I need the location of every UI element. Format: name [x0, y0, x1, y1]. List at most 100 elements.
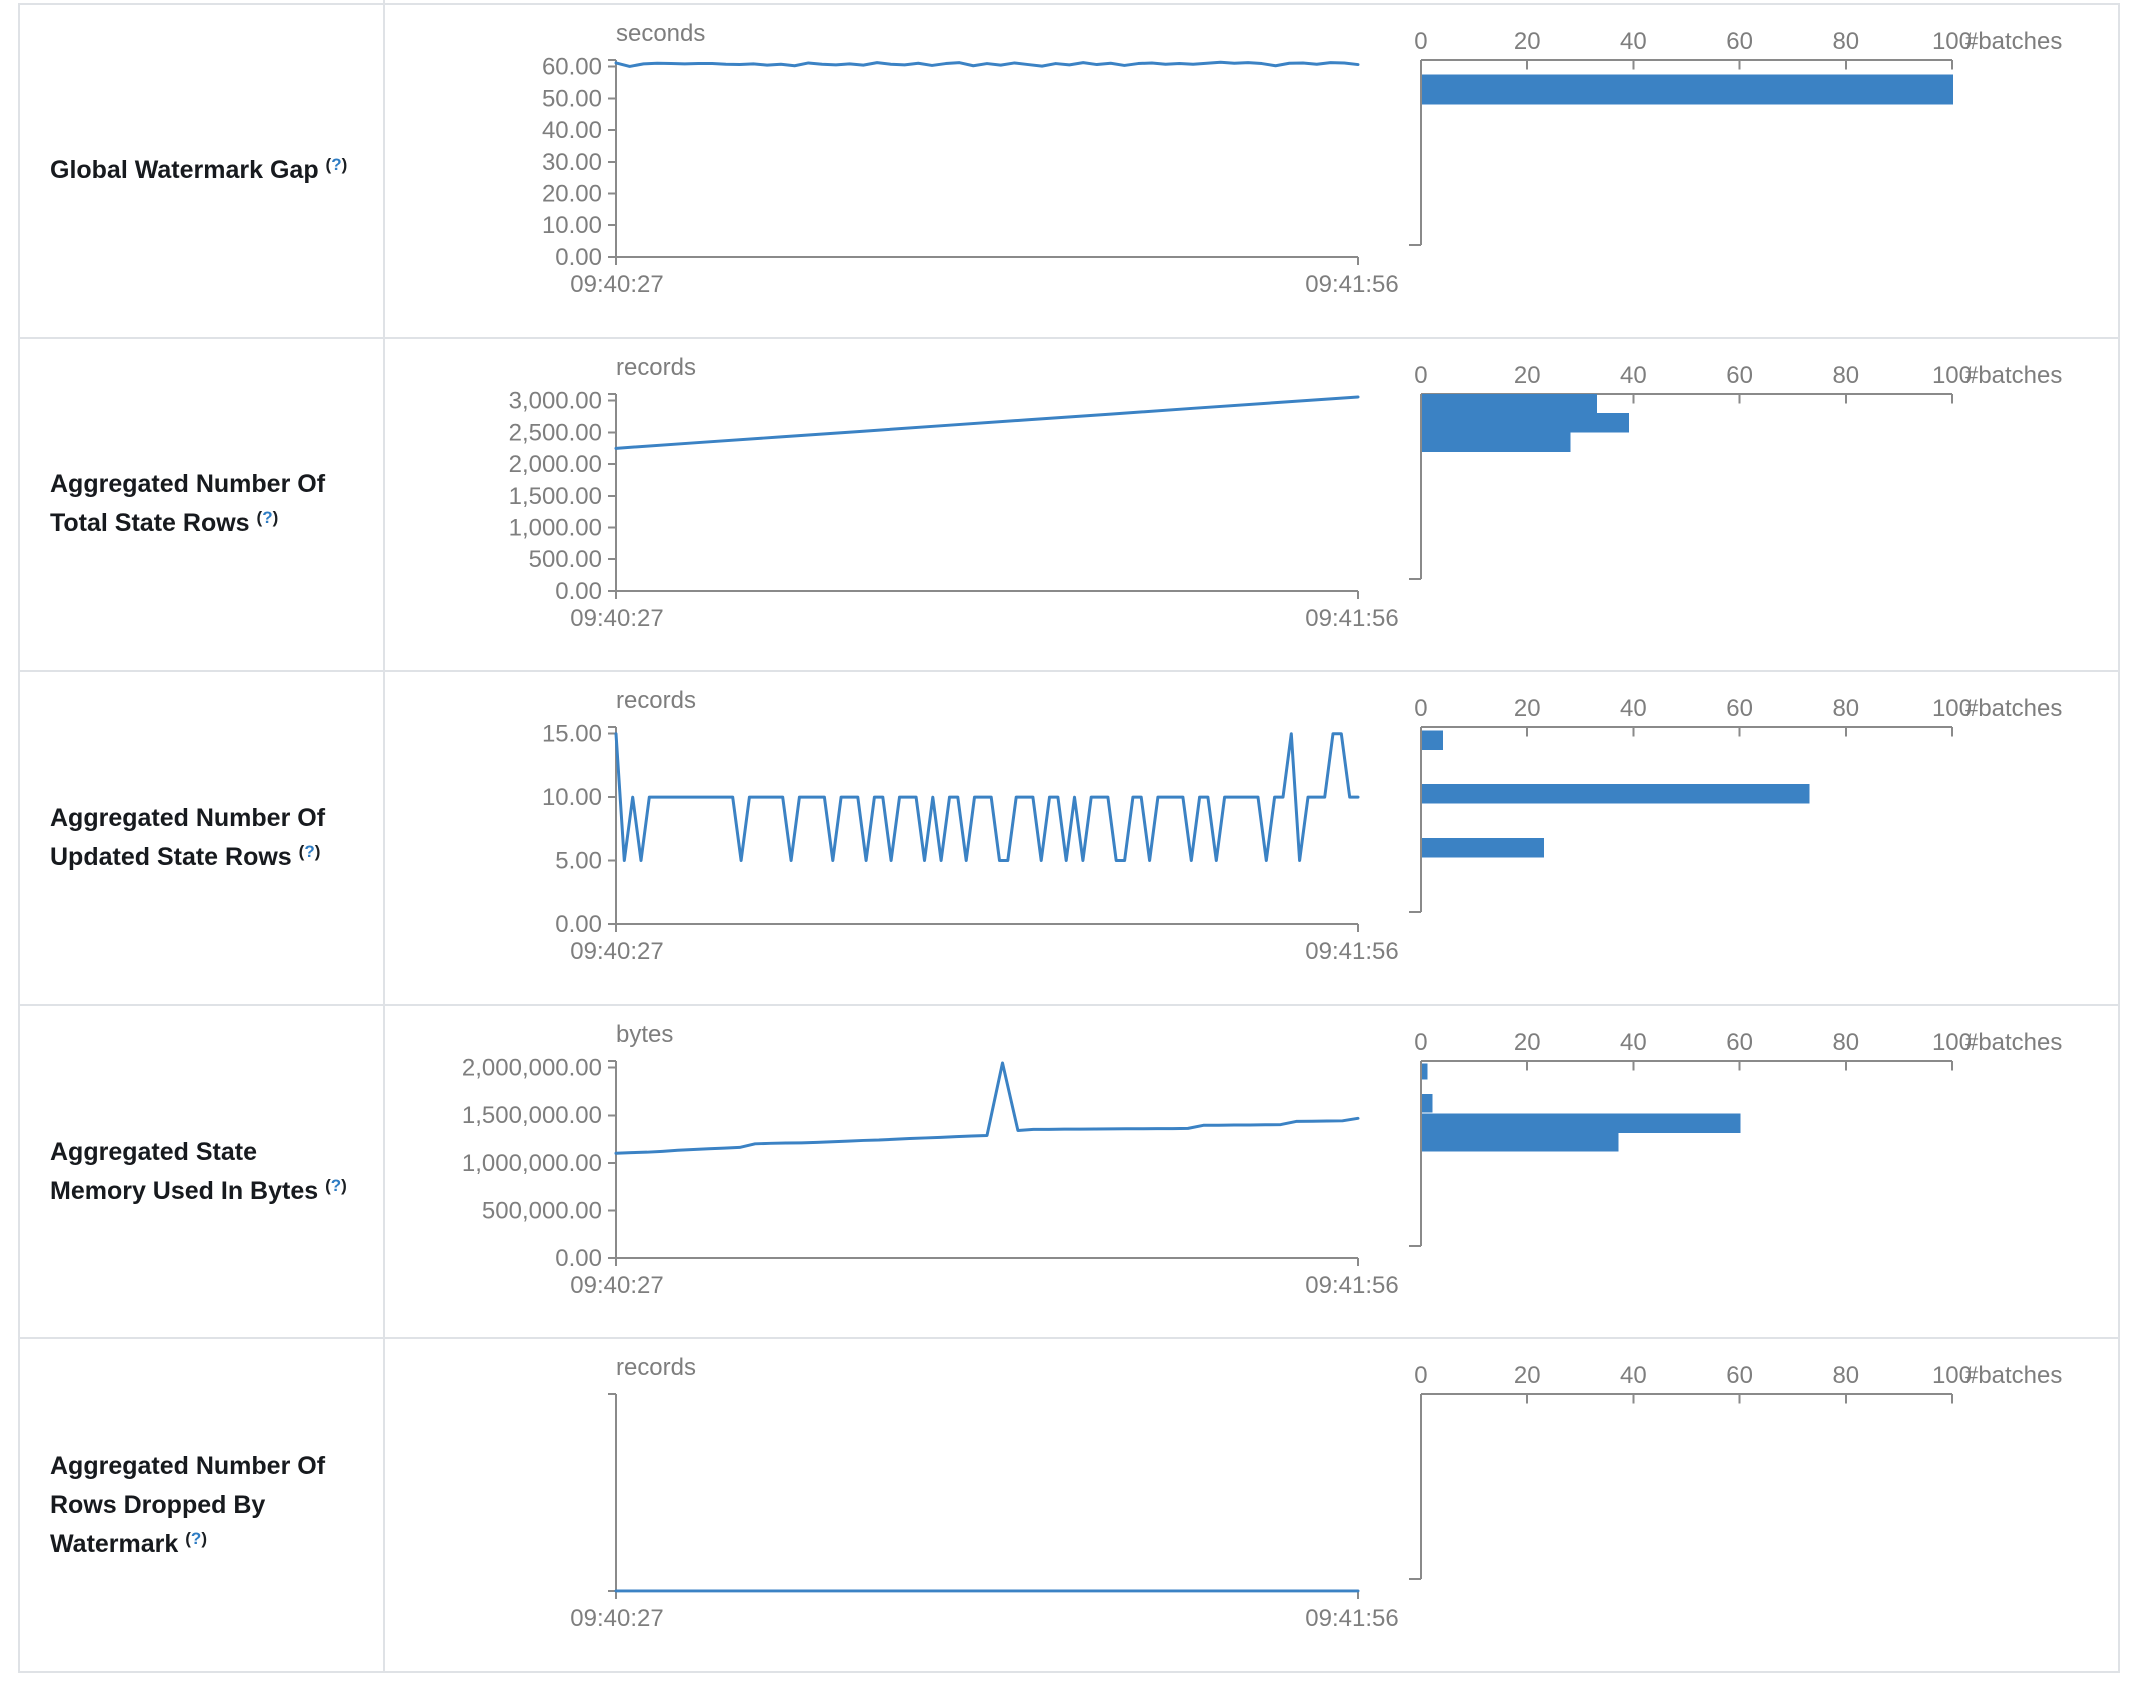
hist-tick-label: 80: [1832, 1029, 1859, 1056]
hist-tick-label: 60: [1726, 1029, 1753, 1056]
y-tick-label: 0.00: [555, 244, 602, 271]
metric-label: Aggregated Number Of Total State Rows (?…: [50, 465, 350, 543]
metric-label: Aggregated State Memory Used In Bytes (?…: [50, 1133, 350, 1211]
x-end-label: 09:41:56: [1305, 604, 1398, 631]
metric-chart-cell: seconds 60.00 50.00 40.00 30.00 20.00 10.00 0.0…: [385, 5, 2118, 337]
hist-tick-label: 60: [1726, 361, 1753, 388]
metric-label: Aggregated Number Of Rows Dropped By Wat…: [50, 1447, 350, 1564]
hist-tick-label: 0: [1414, 361, 1427, 388]
hist-bar: [1422, 838, 1545, 858]
y-tick-label: 10.00: [542, 212, 602, 239]
hist-tick-label: 80: [1832, 695, 1859, 722]
y-tick-label: 10.00: [542, 784, 602, 811]
histogram: 0 20 40 60 80 100#batches: [1409, 1029, 2062, 1247]
metric-label-cell: Aggregated Number Of Updated State Rows …: [20, 672, 385, 1004]
unit-label: seconds: [616, 20, 705, 47]
histogram: 0 20 40 60 80 100#batches: [1409, 28, 2062, 246]
hist-unit-label: #batches: [1965, 1362, 2062, 1389]
line-chart: seconds 60.00 50.00 40.00 30.00 20.00 10.00 0.0…: [542, 20, 1399, 298]
x-end-label: 09:41:56: [1305, 1272, 1398, 1299]
hist-bar: [1422, 1132, 1619, 1152]
metric-line: [614, 1061, 1360, 1155]
x-end-label: 09:41:56: [1305, 271, 1398, 298]
metric-line: [614, 395, 1360, 450]
x-start-label: 09:40:27: [570, 1605, 663, 1632]
metric-help-link[interactable]: (?): [325, 1175, 347, 1195]
streaming-metrics-table: Global Watermark Gap (?) seconds 60.00 50.…: [18, 3, 2120, 1673]
y-tick-label: 0.00: [555, 578, 602, 605]
metric-help-link[interactable]: (?): [185, 1528, 207, 1548]
hist-tick-label: 40: [1620, 28, 1647, 55]
hist-tick-label: 20: [1514, 695, 1541, 722]
hist-bar: [1422, 1113, 1741, 1133]
histogram: 0 20 40 60 80 100#batches: [1409, 695, 2062, 914]
metric-title: Global Watermark Gap: [50, 156, 326, 185]
metric-title: Aggregated Number Of Total State Rows: [50, 470, 326, 538]
hist-bar: [1422, 784, 1810, 804]
y-tick-label: 40.00: [542, 117, 602, 144]
x-start-label: 09:40:27: [570, 938, 663, 965]
metric-title: Aggregated Number Of Rows Dropped By Wat…: [50, 1451, 326, 1558]
histogram: 0 20 40 60 80 100#batches: [1409, 361, 2062, 580]
y-tick-label: 3,000.00: [509, 387, 602, 414]
y-tick-label: 1,000.00: [509, 514, 602, 541]
metric-row: Aggregated Number Of Total State Rows (?…: [20, 336, 2118, 671]
hist-tick-label: 100: [1932, 28, 1972, 55]
x-end-label: 09:41:56: [1305, 938, 1398, 965]
metric-chart-cell: bytes 2,000,000.00 1,500,000.00 1,000,000.0…: [385, 1006, 2118, 1338]
unit-label: records: [616, 687, 696, 714]
y-tick-label: 0.00: [555, 1245, 602, 1272]
hist-unit-label: #batches: [1965, 361, 2062, 388]
hist-tick-label: 100: [1932, 695, 1972, 722]
timeline-histogram-chart: records 09:40:27 09:41:56 0 20 40 60 80 100#batc…: [570, 1354, 2062, 1632]
metric-label: Aggregated Number Of Updated State Rows …: [50, 799, 350, 877]
metric-line: [614, 60, 1360, 68]
metric-help-link[interactable]: (?): [298, 841, 321, 861]
unit-label: records: [616, 1354, 696, 1381]
hist-tick-label: 40: [1620, 361, 1647, 388]
hist-tick-label: 60: [1726, 1362, 1753, 1389]
metric-help-link[interactable]: (?): [256, 508, 279, 528]
hist-tick-label: 0: [1414, 1362, 1427, 1389]
metric-label-cell: Aggregated Number Of Rows Dropped By Wat…: [20, 1339, 385, 1671]
y-tick-label: 60.00: [542, 54, 602, 81]
hist-tick-label: 100: [1932, 1029, 1972, 1056]
metric-label-cell: Global Watermark Gap (?): [20, 5, 385, 337]
x-start-label: 09:40:27: [570, 271, 663, 298]
hist-tick-label: 80: [1832, 1362, 1859, 1389]
column-divider-fragment: [383, 0, 385, 3]
hist-unit-label: #batches: [1965, 28, 2062, 55]
metric-help-link[interactable]: (?): [325, 155, 348, 175]
timeline-histogram-chart: seconds 60.00 50.00 40.00 30.00 20.00 10.00 0.0…: [542, 20, 2062, 298]
metric-row: Aggregated Number Of Rows Dropped By Wat…: [20, 1337, 2118, 1671]
unit-label: bytes: [616, 1021, 673, 1048]
hist-tick-label: 100: [1932, 361, 1972, 388]
metric-label-cell: Aggregated State Memory Used In Bytes (?…: [20, 1005, 385, 1338]
metric-row: Aggregated State Memory Used In Bytes (?…: [20, 1003, 2118, 1338]
x-start-label: 09:40:27: [570, 1272, 663, 1299]
timeline-histogram-chart: records 3,000.00 2,500.00 2,000.00 1,500.00 1…: [509, 353, 2063, 631]
y-tick-label: 1,500.00: [509, 482, 602, 509]
hist-tick-label: 40: [1620, 1362, 1647, 1389]
metric-title: Aggregated State Memory Used In Bytes: [50, 1137, 326, 1205]
hist-tick-label: 40: [1620, 695, 1647, 722]
hist-bar: [1422, 730, 1444, 751]
line-chart: records 3,000.00 2,500.00 2,000.00 1,500.00 1…: [509, 353, 1399, 631]
hist-tick-label: 0: [1414, 1029, 1427, 1056]
hist-tick-label: 100: [1932, 1362, 1972, 1389]
metric-chart-cell: records 09:40:27 09:41:56 0 20 40 60 80 100 #batc…: [385, 1339, 2118, 1671]
hist-tick-label: 20: [1514, 1362, 1541, 1389]
hist-tick-label: 20: [1514, 28, 1541, 55]
y-tick-label: 0.00: [555, 911, 602, 938]
y-tick-label: 500,000.00: [482, 1197, 602, 1224]
line-chart: records 09:40:27 09:41:56: [570, 1354, 1398, 1632]
y-tick-label: 5.00: [555, 848, 602, 875]
metric-row: Global Watermark Gap (?) seconds 60.00 50.…: [20, 5, 2118, 337]
hist-tick-label: 60: [1726, 28, 1753, 55]
timeline-histogram-chart: bytes 2,000,000.00 1,500,000.00 1,000,000.0…: [462, 1021, 2062, 1299]
hist-unit-label: #batches: [1965, 1029, 2062, 1056]
hist-bar: [1422, 1093, 1433, 1113]
y-tick-label: 20.00: [542, 181, 602, 208]
